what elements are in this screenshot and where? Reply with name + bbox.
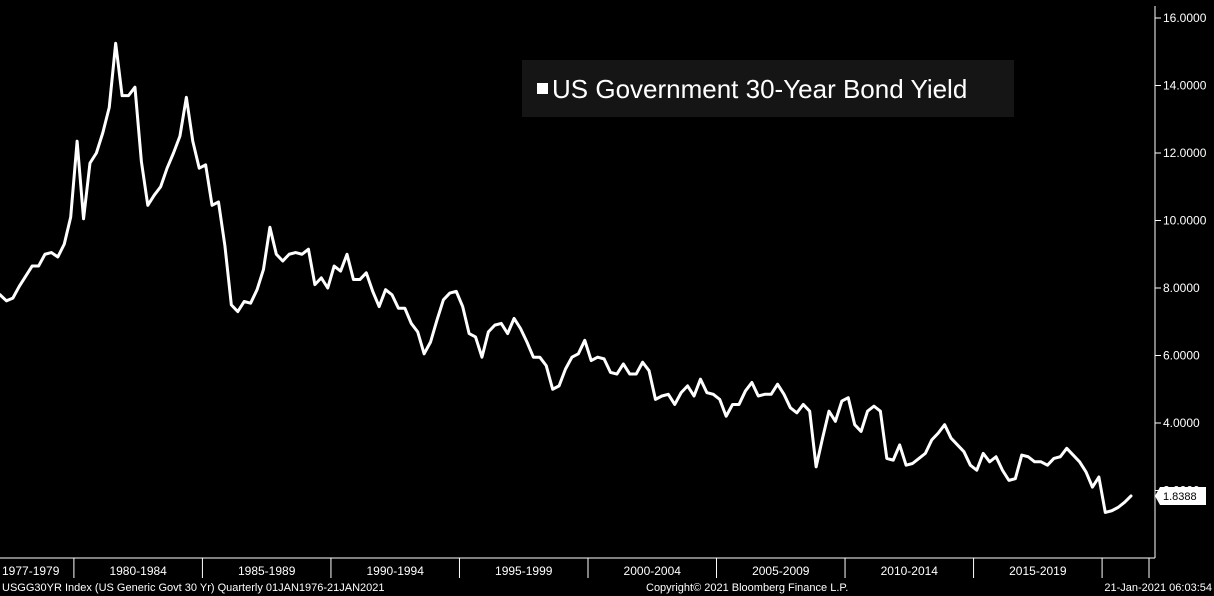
footer-timestamp: 21-Jan-2021 06:03:54: [1104, 582, 1212, 594]
series-line-us-30y-yield: [0, 41, 1133, 514]
legend-box: [522, 60, 1014, 117]
y-tick-label: 8.0000: [1163, 281, 1200, 295]
legend: US Government 30-Year Bond Yield: [522, 60, 1014, 117]
y-tick-label: 10.0000: [1163, 214, 1207, 228]
y-tick-label: 6.0000: [1163, 349, 1200, 363]
x-tick-label: 1990-1994: [367, 564, 425, 578]
x-axis: 1977-1979 1980-1984 1985-1989 1990-1994 1995…: [0, 557, 1155, 578]
last-value-tag: [1155, 486, 1206, 505]
x-tick-label: 1985-1989: [238, 564, 296, 578]
footer: USGG30YR Index (US Generic Govt 30 Yr) Q…: [2, 582, 1212, 594]
footer-source: USGG30YR Index (US Generic Govt 30 Yr) Q…: [2, 582, 385, 594]
y-tick-label: 12.0000: [1163, 146, 1207, 160]
x-tick-label: 1980-1984: [109, 564, 167, 578]
x-tick-label: 2010-2014: [881, 564, 939, 578]
legend-label: US Government 30-Year Bond Yield: [552, 74, 967, 104]
last-value-label: 1.8388: [1155, 486, 1206, 505]
y-tick-label: 14.0000: [1163, 79, 1207, 93]
x-tick-label: 2015-2019: [1009, 564, 1067, 578]
y-tick-label: 16.0000: [1163, 11, 1207, 25]
legend-swatch: [537, 83, 548, 94]
x-tick-label: 1977-1979: [2, 564, 60, 578]
footer-copyright: Copyright© 2021 Bloomberg Finance L.P.: [646, 582, 848, 594]
x-tick-label: 2005-2009: [752, 564, 810, 578]
x-tick-label: 1995-1999: [495, 564, 553, 578]
last-value-text: 1.8388: [1163, 491, 1197, 503]
y-tick-label: 4.0000: [1163, 416, 1200, 430]
x-tick-label: 2000-2004: [624, 564, 682, 578]
plot-area: [0, 41, 1133, 514]
